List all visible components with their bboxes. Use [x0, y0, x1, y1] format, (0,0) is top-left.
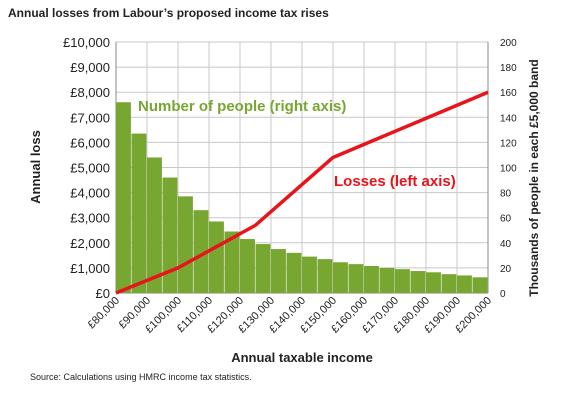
y-tick-label: £5,000	[70, 161, 110, 176]
y2-tick-label: 0	[500, 289, 506, 300]
bar	[286, 252, 302, 293]
bar	[364, 266, 379, 293]
y2-tick-label: 100	[500, 164, 517, 175]
y2-tick-label: 60	[500, 214, 512, 225]
right-axis-title: Thousands of people in each £5,000 band	[527, 59, 541, 296]
left-axis-ticks: £0 £1,000 £2,000 £3,000 £4,000 £5,000 £6,000 £7…	[63, 35, 110, 301]
y2-tick-label: 180	[500, 63, 517, 74]
bar	[333, 262, 348, 293]
bar	[441, 274, 457, 293]
bar	[317, 259, 333, 293]
y-tick-label: £8,000	[70, 85, 110, 100]
bar	[271, 249, 286, 293]
x-axis-title: Annual taxable income	[231, 350, 373, 365]
y-tick-label: £0	[96, 286, 110, 301]
y-tick-label: £7,000	[70, 110, 110, 125]
bar	[178, 196, 193, 293]
y-tick-label: £4,000	[70, 186, 110, 201]
bar	[209, 221, 224, 293]
left-axis-title: Annual loss	[28, 130, 43, 204]
y-tick-label: £3,000	[70, 211, 110, 226]
bar	[193, 210, 209, 293]
bar	[162, 177, 178, 293]
bar	[255, 244, 271, 293]
bar	[131, 133, 147, 293]
bar	[240, 239, 255, 293]
bar	[426, 272, 441, 293]
x-axis-ticks: £80,000£90,000£100,000£110,000£120,000£1…	[86, 295, 495, 336]
right-axis-ticks: 0 20 40 60 80 100 120 140 160 180 200	[500, 38, 517, 300]
bar-series-label: Number of people (right axis)	[138, 98, 346, 115]
bar	[147, 157, 162, 293]
chart-title: Annual losses from Labour’s proposed inc…	[8, 6, 329, 20]
bar	[472, 277, 488, 293]
bar	[410, 271, 426, 293]
y2-tick-label: 200	[500, 38, 517, 49]
y-tick-label: £2,000	[70, 236, 110, 251]
losses-line	[115, 90, 489, 295]
y2-tick-label: 40	[500, 239, 512, 250]
source-note: Source: Calculations using HMRC income t…	[30, 372, 252, 382]
y-tick-label: £10,000	[63, 35, 110, 50]
y-tick-label: £9,000	[70, 60, 110, 75]
y2-tick-label: 80	[500, 189, 512, 200]
bar	[457, 275, 472, 293]
bar	[224, 231, 240, 293]
bar	[302, 256, 317, 293]
y-tick-label: £6,000	[70, 135, 110, 150]
bar	[116, 102, 131, 294]
y2-tick-label: 160	[500, 88, 517, 99]
bar	[395, 269, 410, 293]
y2-tick-label: 120	[500, 138, 517, 149]
bar-series	[116, 102, 488, 294]
bar	[379, 267, 395, 293]
bar	[348, 264, 364, 293]
y2-tick-label: 140	[500, 113, 517, 124]
line-series-label: Losses (left axis)	[334, 173, 456, 190]
y-tick-label: £1,000	[70, 261, 110, 276]
y2-tick-label: 20	[500, 264, 512, 275]
